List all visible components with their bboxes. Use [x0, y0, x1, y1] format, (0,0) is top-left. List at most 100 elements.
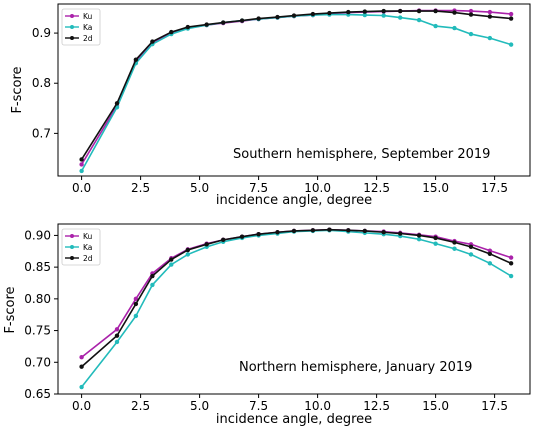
data-point-2d-southern — [256, 16, 261, 21]
data-point-2d-northern — [150, 273, 155, 279]
legend-marker-ku-southern — [70, 14, 74, 18]
data-point-ka-southern — [381, 13, 386, 18]
y-tick-label-northern: 0.75 — [24, 324, 51, 338]
y-tick-label-northern: 0.80 — [24, 292, 51, 306]
data-point-2d-northern — [398, 231, 403, 236]
data-point-ka-northern — [452, 246, 457, 251]
data-point-ka-northern — [185, 252, 190, 257]
legend-label-2d-southern: 2d — [83, 34, 93, 43]
x-ticks-southern: 0.0 2.5 5.0 7.5 10.0 12.5 15.0 17.5 — [72, 176, 508, 195]
data-point-ka-northern — [169, 262, 174, 267]
y-tick-label-northern: 0.90 — [24, 228, 51, 242]
data-point-2d-southern — [398, 8, 403, 14]
x-tick-label-southern: 10.0 — [304, 181, 331, 195]
data-point-ka-northern — [416, 237, 422, 242]
y-tick-label-southern: 0.7 — [32, 126, 51, 140]
data-point-2d-northern — [327, 227, 332, 232]
x-tick-label-southern: 5.0 — [190, 181, 209, 195]
data-point-2d-southern — [114, 101, 120, 106]
y-tick-label-northern: 0.65 — [24, 387, 51, 401]
data-point-ka-southern — [362, 12, 367, 18]
data-point-2d-northern — [256, 231, 261, 237]
legend-box-southern — [61, 8, 101, 46]
y-tick-label-northern: 0.70 — [24, 355, 51, 369]
data-point-2d-northern — [291, 228, 297, 234]
series-southern — [79, 8, 514, 174]
data-point-2d-southern — [310, 11, 316, 17]
x-tick-label-southern: 15.0 — [422, 181, 449, 195]
series-line-2d-southern — [80, 10, 512, 160]
data-point-2d-northern — [468, 244, 474, 250]
series-line-2d-northern — [81, 228, 512, 368]
legend-northern: Ku Ka 2d — [61, 228, 101, 266]
data-point-ka-northern — [133, 313, 139, 319]
data-point-ka-northern — [114, 339, 120, 345]
data-point-ka-northern — [150, 282, 155, 288]
data-point-2d-northern — [275, 230, 280, 235]
x-tick-label-northern: 10.0 — [304, 399, 331, 413]
data-point-ka-southern — [452, 25, 457, 31]
data-point-ka-southern — [398, 15, 403, 20]
data-point-2d-northern — [346, 228, 351, 233]
data-point-2d-southern — [239, 18, 245, 23]
data-point-2d-northern — [221, 237, 226, 243]
data-point-2d-northern — [239, 234, 245, 239]
data-point-ku-northern — [487, 248, 493, 253]
x-tick-label-northern: 17.5 — [481, 399, 508, 413]
data-point-ku-southern — [508, 11, 514, 17]
data-point-2d-southern — [79, 157, 84, 162]
data-point-2d-southern — [327, 10, 332, 16]
data-point-2d-southern — [133, 57, 139, 62]
data-point-ka-northern — [79, 384, 84, 390]
data-point-2d-southern — [508, 16, 514, 21]
data-point-2d-southern — [468, 12, 474, 17]
data-point-2d-southern — [204, 22, 209, 27]
data-point-ku-northern — [508, 255, 514, 260]
data-point-2d-southern — [346, 9, 351, 15]
y-tick-label-southern: 0.8 — [32, 76, 51, 90]
annotation-northern: Northern hemisphere, January 2019 — [239, 360, 472, 375]
x-axis-label-southern: incidence angle, degree — [216, 193, 372, 208]
legend-label-ku-southern: Ku — [83, 12, 93, 21]
y-ticks-northern: 0.65 0.70 0.75 0.80 0.85 0.90 — [24, 228, 58, 401]
legend-southern: Ku Ka 2d — [61, 8, 101, 46]
legend-marker-ka-northern — [70, 245, 74, 249]
data-point-2d-southern — [275, 14, 280, 20]
data-point-2d-northern — [133, 301, 139, 307]
x-tick-label-southern: 0.0 — [72, 181, 91, 195]
y-axis-label-northern: F-score — [3, 286, 18, 333]
annotation-southern: Southern hemisphere, September 2019 — [233, 147, 490, 162]
data-point-2d-southern — [487, 14, 493, 19]
x-tick-label-northern: 7.5 — [249, 399, 268, 413]
data-point-ka-southern — [468, 31, 474, 37]
y-ticks-southern: 0.7 0.8 0.9 — [32, 26, 58, 140]
panel-northern: 0.0 2.5 5.0 7.5 10.0 12.5 15.0 17.5 0.65 0.70 0.7… — [3, 223, 531, 427]
x-tick-label-southern: 12.5 — [363, 181, 390, 195]
data-point-2d-southern — [221, 20, 226, 25]
x-tick-label-southern: 17.5 — [481, 181, 508, 195]
data-point-2d-northern — [508, 261, 514, 266]
data-point-2d-northern — [487, 251, 493, 257]
data-point-2d-southern — [452, 10, 457, 15]
data-point-2d-southern — [433, 8, 438, 14]
data-point-ka-southern — [487, 35, 493, 41]
legend-box-northern — [61, 228, 101, 266]
x-tick-label-southern: 2.5 — [131, 181, 150, 195]
x-axis-label-northern: incidence angle, degree — [216, 412, 372, 427]
data-point-ka-southern — [508, 42, 514, 47]
data-point-ka-northern — [433, 241, 438, 246]
y-axis-label-southern: F-score — [10, 66, 25, 113]
data-point-ka-southern — [79, 168, 84, 174]
x-tick-label-northern: 12.5 — [363, 399, 390, 413]
data-point-ku-northern — [79, 355, 84, 360]
data-point-ku-southern — [468, 8, 474, 14]
data-point-2d-southern — [150, 39, 155, 44]
legend-label-ka-southern: Ka — [83, 23, 92, 32]
data-point-2d-northern — [416, 233, 422, 238]
data-point-2d-southern — [416, 8, 422, 14]
data-point-ka-southern — [433, 23, 438, 29]
y-tick-label-northern: 0.85 — [24, 260, 51, 274]
data-point-2d-northern — [433, 235, 438, 241]
legend-marker-ka-southern — [70, 25, 74, 29]
